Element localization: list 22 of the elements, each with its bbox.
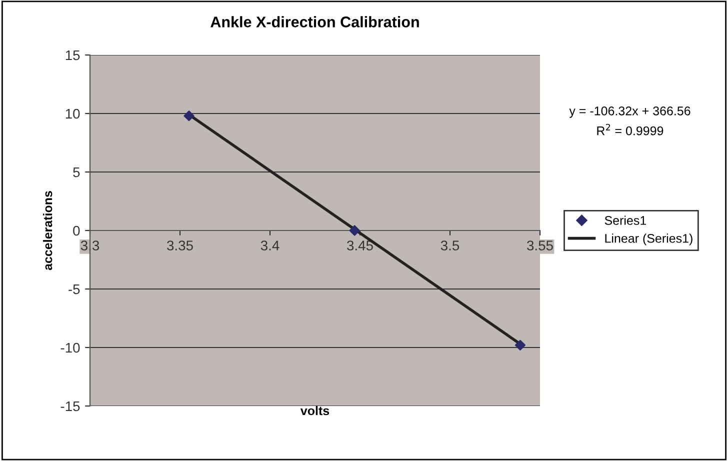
y-axis-title: accelerations bbox=[43, 191, 52, 270]
y-tick-label: 5 bbox=[73, 167, 80, 178]
text: R$^{2}$ = 0.9999 bbox=[597, 124, 664, 136]
chart-title: Ankle X-direction Calibration bbox=[210, 16, 419, 28]
x-tick-label: 3.4 bbox=[260, 240, 280, 250]
legend-label: Linear (Series1) bbox=[605, 234, 692, 246]
text: y = -106.32x + 366.56 bbox=[569, 106, 690, 118]
x-tick-label: 3.5 bbox=[440, 240, 460, 250]
point bbox=[184, 110, 194, 122]
x-tick-label: 3.35 bbox=[167, 240, 193, 250]
point bbox=[349, 225, 360, 236]
y-tick-label: 15 bbox=[66, 50, 80, 60]
y-tick-label: -15 bbox=[60, 401, 80, 412]
legend-label: Series1 bbox=[604, 216, 646, 225]
x-tick-label: 3.55 bbox=[527, 240, 553, 250]
y-tick-label: -5 bbox=[68, 284, 80, 294]
y-tick-label: -10 bbox=[60, 342, 80, 353]
x-axis-title: volts bbox=[300, 406, 330, 416]
y-tick-label: 10 bbox=[66, 108, 80, 119]
y-tick-label: 0 bbox=[73, 226, 80, 236]
x-tick-label: 3.45 bbox=[347, 240, 373, 250]
point bbox=[514, 340, 526, 350]
